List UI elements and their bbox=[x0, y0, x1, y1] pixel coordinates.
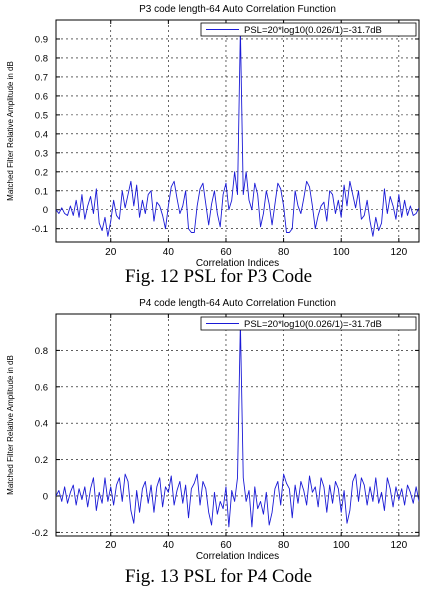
x-tick-label: 80 bbox=[278, 540, 290, 551]
chart-title: P4 code length-64 Auto Correlation Funct… bbox=[139, 298, 336, 309]
x-axis-label: Correlation Indices bbox=[196, 551, 279, 562]
y-tick-label: 0.3 bbox=[35, 148, 48, 159]
axes-frame bbox=[55, 313, 420, 537]
y-tick-label: 0.6 bbox=[35, 382, 48, 393]
x-tick-label: 60 bbox=[220, 247, 232, 258]
y-tick-label: 0.2 bbox=[35, 167, 48, 178]
series-line bbox=[56, 322, 419, 528]
x-tick-label: 100 bbox=[333, 540, 350, 551]
y-tick-label: 0.2 bbox=[35, 455, 48, 466]
x-axis-label: Correlation Indices bbox=[196, 258, 279, 269]
x-tick-label: 60 bbox=[220, 540, 232, 551]
x-tick-label: 40 bbox=[163, 247, 175, 258]
y-tick-label: 0.7 bbox=[35, 72, 48, 83]
y-tick-label: 0 bbox=[43, 491, 48, 502]
y-tick-label: -0.2 bbox=[32, 528, 48, 539]
x-tick-label: 40 bbox=[163, 540, 175, 551]
chart-title: P3 code length-64 Auto Correlation Funct… bbox=[139, 4, 336, 15]
y-tick-label: 0.1 bbox=[35, 186, 48, 197]
x-tick-label: 120 bbox=[390, 540, 407, 551]
legend-box bbox=[200, 316, 417, 331]
plot-area bbox=[56, 20, 419, 242]
chart-p3: 20 40 60 80 100 120 -0.1 0 0.1 0.2 0.3 0.4 0.5 0.6 0.7… bbox=[6, 4, 420, 269]
y-tick-label: -0.1 bbox=[32, 224, 48, 235]
legend-box bbox=[200, 22, 417, 37]
x-tick-label: 100 bbox=[333, 247, 350, 258]
legend-label: PSL=20*log10(0.026/1)=-31.7dB bbox=[244, 25, 382, 36]
axes-frame bbox=[55, 19, 420, 243]
figure-caption-p4: Fig. 13 PSL for P4 Code bbox=[124, 566, 313, 587]
legend-label: PSL=20*log10(0.026/1)=-31.7dB bbox=[244, 319, 382, 330]
figure-caption-p3: Fig. 12 PSL for P3 Code bbox=[124, 266, 313, 287]
y-tick-label: 0.5 bbox=[35, 110, 48, 121]
y-axis-label: Matched Filter Relative Amplitude in dB bbox=[6, 61, 15, 201]
chart-p4: 20 40 60 80 100 120 -0.2 0 0.2 0.4 0.6 0.8 P4 code l… bbox=[6, 298, 420, 562]
x-tick-label: 120 bbox=[390, 247, 407, 258]
y-tick-label: 0.4 bbox=[35, 129, 48, 140]
y-tick-label: 0 bbox=[43, 205, 48, 216]
x-tick-label: 80 bbox=[278, 247, 290, 258]
x-tick-label: 20 bbox=[105, 247, 117, 258]
y-tick-label: 0.4 bbox=[35, 419, 48, 430]
y-tick-label: 0.8 bbox=[35, 53, 48, 64]
x-tick-label: 20 bbox=[105, 540, 117, 551]
series-line bbox=[56, 29, 419, 237]
y-tick-label: 0.9 bbox=[35, 34, 48, 45]
y-tick-label: 0.6 bbox=[35, 91, 48, 102]
y-axis-label: Matched Filter Relative Amplitude in dB bbox=[6, 355, 15, 495]
y-tick-label: 0.8 bbox=[35, 346, 48, 357]
